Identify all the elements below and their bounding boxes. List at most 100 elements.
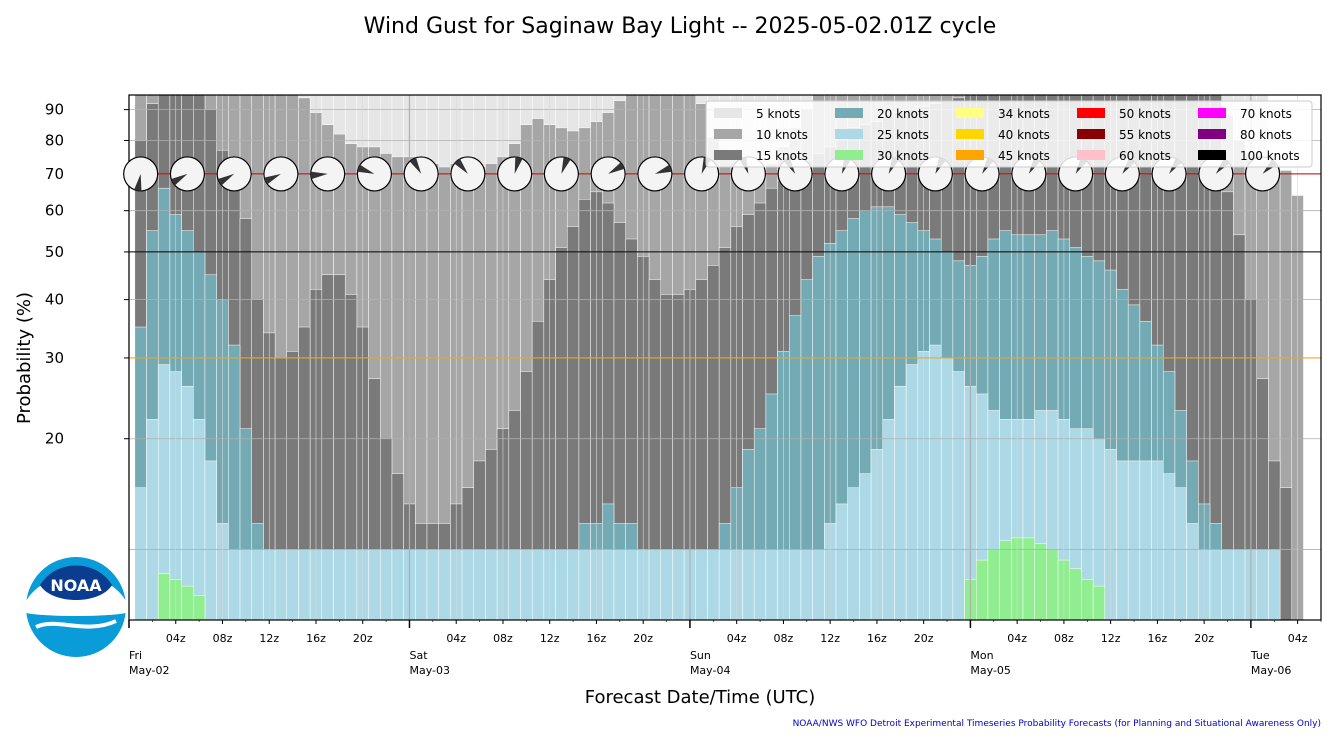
- legend-swatch: [956, 108, 984, 118]
- legend-label: 50 knots: [1119, 107, 1171, 121]
- footer-disclaimer: NOAA/NWS WFO Detroit Experimental Timese…: [793, 719, 1321, 729]
- wind-direction-wedge: [409, 157, 422, 174]
- bar: [660, 549, 673, 621]
- x-tick-label: 12z: [540, 632, 560, 645]
- noaa-logo: NOAA: [26, 557, 126, 657]
- bar: [333, 549, 346, 621]
- x-date-label: May-02: [129, 664, 170, 677]
- x-tick-label: 04z: [1288, 632, 1308, 645]
- bar: [508, 549, 521, 621]
- bar: [672, 549, 685, 621]
- x-tick-label: 08z: [1054, 632, 1074, 645]
- wind-direction-icon: [450, 156, 486, 192]
- legend-swatch: [956, 150, 984, 160]
- bar: [1127, 460, 1141, 621]
- x-tick-label: 12z: [1101, 632, 1121, 645]
- bar: [1209, 549, 1222, 621]
- bar: [894, 385, 907, 621]
- bar: [1022, 537, 1035, 621]
- wind-direction-wedge: [561, 157, 571, 174]
- bar: [707, 549, 720, 621]
- bar: [531, 549, 545, 621]
- y-tick-label: 30: [45, 349, 64, 367]
- bar: [204, 460, 217, 621]
- bar: [765, 549, 778, 621]
- y-tick-label: 80: [45, 131, 64, 149]
- bar: [578, 549, 591, 621]
- bar: [485, 549, 498, 621]
- noaa-logo-text: NOAA: [50, 576, 102, 595]
- x-tick-label: 20z: [914, 632, 934, 645]
- y-axis-label: Probability (%): [14, 292, 35, 424]
- bar: [239, 549, 252, 621]
- wind-direction-icon: [497, 156, 533, 192]
- bar: [929, 344, 942, 621]
- x-tick-label: 20z: [1194, 632, 1214, 645]
- bar: [1279, 487, 1293, 621]
- legend-swatch: [835, 150, 863, 160]
- bar: [461, 549, 474, 621]
- wind-direction-icon: [543, 156, 579, 192]
- legend-swatch: [1198, 150, 1226, 160]
- wind-direction-icon: [169, 156, 206, 192]
- legend-swatch: [1077, 129, 1105, 139]
- legend-label: 25 knots: [877, 128, 929, 142]
- chart-title: Wind Gust for Saginaw Bay Light -- 2025-…: [364, 14, 997, 39]
- x-tick-label: 08z: [213, 632, 233, 645]
- bar: [438, 549, 451, 621]
- bar: [1233, 549, 1246, 621]
- legend-swatch: [835, 108, 863, 118]
- bar: [181, 585, 194, 621]
- bar: [274, 549, 288, 621]
- x-tick-label: 20z: [633, 632, 653, 645]
- wind-direction-icon: [403, 156, 439, 192]
- bar: [321, 549, 334, 621]
- x-axis-label: Forecast Date/Time (UTC): [585, 687, 815, 708]
- bar: [1069, 568, 1082, 621]
- bar: [566, 549, 580, 621]
- legend-label: 60 knots: [1119, 149, 1171, 163]
- bar: [905, 364, 919, 621]
- x-tick-label: 16z: [1148, 632, 1168, 645]
- bar: [987, 549, 1000, 621]
- legend-label: 80 knots: [1240, 128, 1292, 142]
- y-tick-label: 40: [45, 291, 64, 309]
- x-tick-label: 04z: [166, 632, 186, 645]
- bar: [298, 549, 311, 621]
- wind-direction-wedge: [171, 173, 188, 186]
- bar: [999, 540, 1012, 621]
- bar: [228, 549, 241, 621]
- x-day-label: Tue: [1250, 649, 1270, 662]
- bar: [286, 549, 299, 621]
- y-tick-label: 70: [45, 165, 64, 183]
- x-day-label: Fri: [129, 649, 142, 662]
- wind-direction-wedge: [134, 173, 142, 191]
- legend-swatch: [1077, 150, 1105, 160]
- legend-label: 20 knots: [877, 107, 929, 121]
- wind-direction-wedge: [310, 171, 328, 180]
- legend-swatch: [1198, 129, 1226, 139]
- wind-direction-icon: [216, 156, 252, 192]
- legend-swatch: [835, 129, 863, 139]
- legend-label: 40 knots: [998, 128, 1050, 142]
- plot-area: 20 30 40 50 60 70 80 90 04z 08z 12z 16z 20z 04z 08z 12z…: [45, 94, 1322, 677]
- bar: [1186, 523, 1199, 621]
- wind-direction-icon: [356, 156, 393, 192]
- x-date-label: May-06: [1251, 664, 1292, 677]
- x-tick-label: 16z: [306, 632, 326, 645]
- bar: [742, 549, 755, 621]
- x-tick-label: 20z: [353, 632, 373, 645]
- bar: [251, 549, 264, 621]
- x-date-label: May-04: [690, 664, 731, 677]
- bar: [157, 573, 171, 621]
- bar: [1162, 473, 1176, 621]
- bar: [1174, 487, 1187, 621]
- wind-direction-icon: [590, 156, 626, 192]
- wind-direction-icon: [263, 156, 299, 192]
- legend-swatch: [1198, 108, 1226, 118]
- y-tick-label: 90: [45, 101, 64, 119]
- x-date-label: May-03: [409, 664, 450, 677]
- wind-direction-wedge: [217, 173, 235, 186]
- legend-swatch: [714, 150, 742, 160]
- wind-direction-icon: [310, 156, 346, 192]
